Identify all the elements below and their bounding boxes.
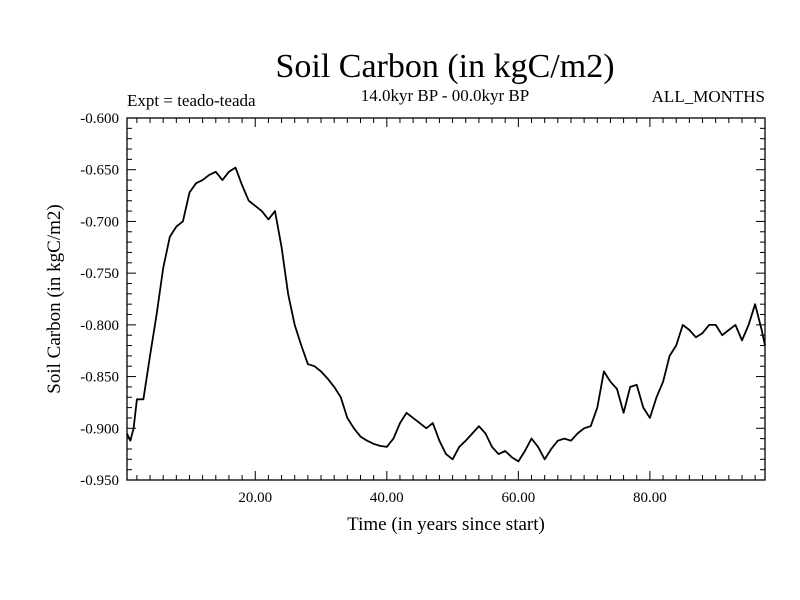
- chart-title: Soil Carbon (in kgC/m2): [275, 48, 614, 85]
- y-tick-label: -0.950: [80, 473, 119, 489]
- chart-subtitle: 14.0kyr BP - 00.0kyr BP: [361, 86, 529, 105]
- y-axis-label: Soil Carbon (in kgC/m2): [44, 204, 65, 393]
- experiment-label: Expt = teado-teada: [127, 91, 256, 110]
- x-tick-label: 80.00: [633, 490, 667, 506]
- plot-frame: [126, 117, 766, 481]
- y-tick-label: -0.900: [80, 421, 119, 437]
- y-tick-label: -0.850: [80, 370, 119, 386]
- x-tick-label: 60.00: [501, 490, 535, 506]
- y-tick-label: -0.750: [80, 266, 119, 282]
- y-tick-label: -0.700: [80, 214, 119, 230]
- months-label: ALL_MONTHS: [652, 87, 765, 106]
- x-tick-labels: 20.00 40.00 60.00 80.00: [238, 490, 666, 506]
- x-tick-label: 40.00: [370, 490, 404, 506]
- y-tick-label: -0.600: [80, 111, 119, 127]
- y-tick-label: -0.650: [80, 163, 119, 179]
- soil-carbon-series-line: [126, 166, 766, 463]
- x-axis-label: Time (in years since start): [347, 514, 545, 535]
- y-tick-label: -0.800: [80, 318, 119, 334]
- axis-ticks: [127, 117, 765, 481]
- x-tick-label: 20.00: [238, 490, 272, 506]
- y-tick-labels: -0.600 -0.650 -0.700 -0.750 -0.800 -0.850 -0.9…: [80, 111, 119, 489]
